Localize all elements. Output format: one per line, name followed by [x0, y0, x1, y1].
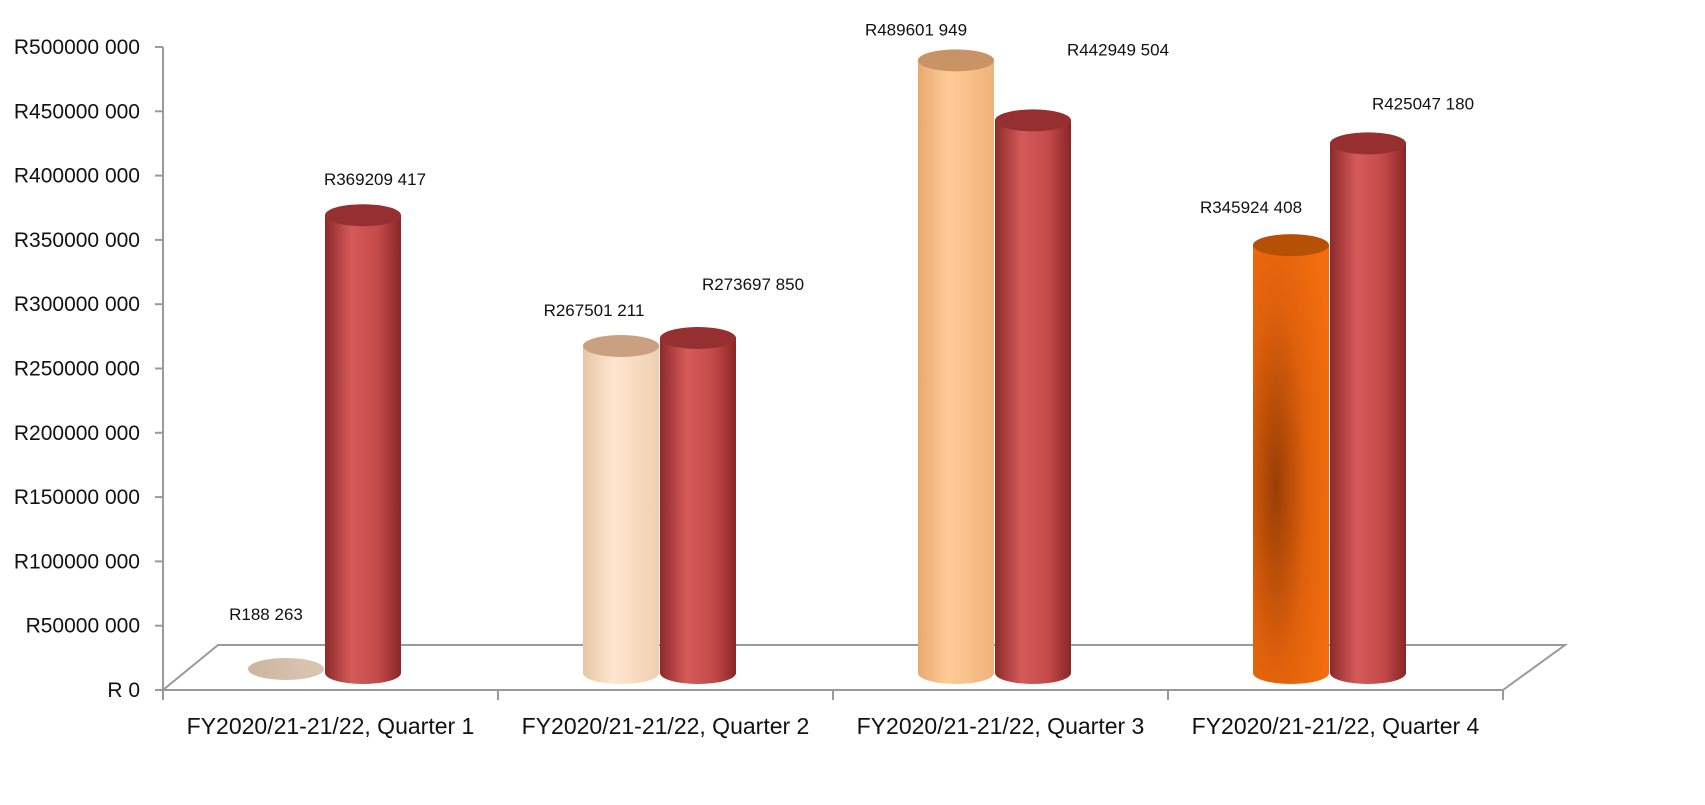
bar-body — [1330, 143, 1406, 684]
bar-top-cap — [1253, 234, 1329, 257]
bar-top-cap — [918, 49, 994, 72]
y-tick-label: R350000 000 — [14, 229, 140, 252]
bar-4-series-1 — [1253, 234, 1329, 684]
bar-body — [1253, 245, 1329, 684]
bar-body — [918, 60, 994, 685]
y-tick-label: R500000 000 — [14, 36, 140, 59]
data-label: R345924 408 — [1200, 198, 1302, 217]
bar-body — [995, 120, 1071, 684]
floor-plane — [162, 644, 1569, 691]
data-label: R489601 949 — [865, 20, 967, 39]
bar-top-cap — [325, 204, 401, 227]
bar-3-series-2 — [995, 109, 1071, 684]
data-label: R267501 211 — [544, 301, 645, 320]
bar-1-series-1 — [248, 658, 324, 680]
y-tick-label: R250000 000 — [14, 358, 140, 381]
bar-body — [325, 215, 401, 684]
y-tick-label: R300000 000 — [14, 293, 140, 316]
data-label: R425047 180 — [1372, 94, 1474, 113]
y-tick-label: R400000 000 — [14, 165, 140, 188]
data-label: R188 263 — [229, 605, 303, 624]
bar-body — [583, 345, 659, 684]
y-tick-label: R450000 000 — [14, 100, 140, 123]
x-tick-label: FY2020/21-21/22, Quarter 2 — [522, 713, 810, 739]
data-label: R369209 417 — [324, 170, 426, 189]
y-tick-label: R150000 000 — [14, 486, 140, 509]
bar-3-series-1 — [918, 49, 994, 685]
bar-top-cap — [1330, 132, 1406, 155]
x-tick-label: FY2020/21-21/22, Quarter 3 — [857, 713, 1145, 739]
x-tick-label: FY2020/21-21/22, Quarter 1 — [187, 713, 475, 739]
bar-top-cap — [995, 109, 1071, 132]
data-label: R273697 850 — [702, 275, 804, 294]
y-tick-label: R 0 — [107, 679, 140, 702]
bar-4-series-2 — [1330, 132, 1406, 684]
y-tick-label: R100000 000 — [14, 550, 140, 573]
y-tick-label: R200000 000 — [14, 422, 140, 445]
x-tick-label: FY2020/21-21/22, Quarter 4 — [1192, 713, 1480, 739]
bar-top-cap — [583, 334, 659, 357]
bar-2-series-2 — [660, 327, 736, 684]
bar-2-series-1 — [583, 334, 659, 684]
bar-1-series-2 — [325, 204, 401, 684]
bar-body — [660, 338, 736, 684]
bar-base-ellipse — [248, 658, 324, 680]
bar-top-cap — [660, 327, 736, 350]
data-label: R442949 504 — [1067, 40, 1169, 59]
y-tick-label: R50000 000 — [26, 615, 140, 638]
